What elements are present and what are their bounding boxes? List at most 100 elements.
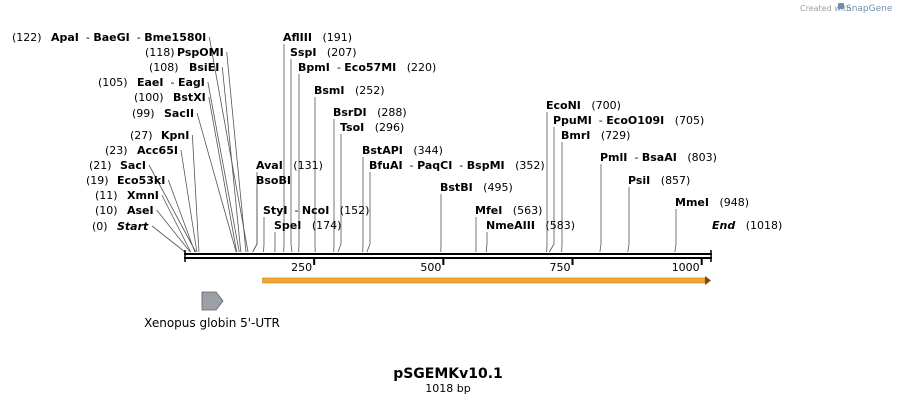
enzyme-name: End bbox=[712, 219, 735, 232]
site-names: SspI (207) bbox=[290, 46, 357, 59]
enzyme-name: BsiEI bbox=[189, 61, 219, 74]
site-connector bbox=[156, 209, 191, 253]
site-position: (729) bbox=[590, 129, 630, 142]
tick-label: 250 bbox=[291, 261, 312, 274]
site-names: BsmI (252) bbox=[314, 84, 385, 97]
site-names: KpnI bbox=[161, 129, 189, 142]
snapgene-logo-icon bbox=[838, 3, 844, 9]
site-names: BpmI - Eco57MI (220) bbox=[298, 61, 436, 74]
site-position: (118) bbox=[145, 46, 175, 59]
site-position: (10) bbox=[95, 204, 118, 217]
site-position: (105) bbox=[98, 76, 128, 89]
site-connector bbox=[337, 134, 342, 253]
site-names: BsiEI bbox=[189, 61, 219, 74]
enzyme-name: PsiI bbox=[628, 174, 650, 187]
site-position: (0) bbox=[92, 220, 108, 233]
enzyme-name: BsmI bbox=[314, 84, 345, 97]
site-spei: SpeI (174) bbox=[274, 219, 341, 232]
site-names: End (1018) bbox=[712, 219, 782, 232]
site-position: (352) bbox=[505, 159, 545, 172]
enzyme-name: BpmI bbox=[298, 61, 330, 74]
enzyme-name: MmeI bbox=[675, 196, 709, 209]
site-names: Acc65I bbox=[137, 144, 178, 157]
site-names: BsrDI (288) bbox=[333, 106, 407, 119]
site-names: EcoNI (700) bbox=[546, 99, 621, 112]
site-position: (705) bbox=[664, 114, 704, 127]
site-connector bbox=[148, 164, 197, 253]
enzyme-name: Bme1580I bbox=[144, 31, 206, 44]
site-position: (11) bbox=[95, 189, 118, 202]
site-position: (100) bbox=[134, 91, 164, 104]
site-names: BstBI (495) bbox=[440, 181, 513, 194]
enzyme-name: NcoI bbox=[302, 204, 329, 217]
site-connector bbox=[191, 134, 200, 253]
axis-ticks: 250 500 750 1000 bbox=[184, 250, 712, 274]
site-connector bbox=[548, 127, 555, 253]
site-labels: (0) Start (10) AseI (11) XmnI (19) Eco53kI (21) S… bbox=[12, 31, 782, 233]
site-sacii: (99) SacII bbox=[132, 107, 194, 120]
enzyme-name: BspMI bbox=[467, 159, 505, 172]
snapgene-brand: SnapGene bbox=[846, 4, 893, 14]
tick-label: 750 bbox=[550, 261, 571, 274]
site-position: (948) bbox=[709, 196, 749, 209]
site-position: (19) bbox=[86, 174, 109, 187]
site-names: TsoI (296) bbox=[340, 121, 404, 134]
site-names: BstXI bbox=[173, 91, 206, 104]
site-position: (27) bbox=[130, 129, 153, 142]
enzyme-name: Acc65I bbox=[137, 144, 178, 157]
enzyme-name: SacI bbox=[120, 159, 146, 172]
site-bfuai: BfuAI - PaqCI - BspMI (352) bbox=[369, 159, 545, 172]
tick-label: 1000 bbox=[672, 261, 700, 274]
enzyme-name: BstXI bbox=[173, 91, 206, 104]
enzyme-name: SpeI bbox=[274, 219, 301, 232]
site-bsrdi: BsrDI (288) bbox=[333, 106, 407, 119]
site-nmeaiii: NmeAIII (583) bbox=[486, 219, 575, 232]
site-connector bbox=[151, 225, 186, 253]
site-names: BsoBI bbox=[256, 174, 291, 187]
site-names: PmlI - BsaAI (803) bbox=[600, 151, 717, 164]
enzyme-name: AseI bbox=[127, 204, 154, 217]
site-names: PpuMI - EcoO109I (705) bbox=[553, 114, 704, 127]
site-names: XmnI bbox=[127, 189, 159, 202]
feature-xenopus-globin-utr: Xenopus globin 5'-UTR bbox=[144, 291, 280, 330]
site-bsobi: BsoBI bbox=[256, 174, 291, 187]
site-position: (108) bbox=[149, 61, 179, 74]
site-connector bbox=[207, 81, 240, 253]
enzyme-name: BsaAI bbox=[642, 151, 677, 164]
site-position: (99) bbox=[132, 107, 155, 120]
site-connector bbox=[485, 232, 488, 253]
enzyme-name: EaeI bbox=[137, 76, 164, 89]
enzyme-name: PmlI bbox=[600, 151, 627, 164]
site-position: (803) bbox=[677, 151, 717, 164]
enzyme-name: BsoBI bbox=[256, 174, 291, 187]
site-names: SacI bbox=[120, 159, 146, 172]
plasmid-length: 1018 bp bbox=[425, 382, 470, 395]
site-bsmi: BsmI (252) bbox=[314, 84, 385, 97]
enzyme-name: KpnI bbox=[161, 129, 189, 142]
site-bstbi: BstBI (495) bbox=[440, 181, 513, 194]
site-position: (583) bbox=[535, 219, 575, 232]
enzyme-name: AvaI bbox=[256, 159, 283, 172]
site-names: EaeI - EagI bbox=[137, 76, 205, 89]
enzyme-name: Start bbox=[117, 220, 149, 233]
site-names: SacII bbox=[164, 107, 194, 120]
feature-arrow-icon bbox=[201, 291, 224, 311]
site-econi: EcoNI (700) bbox=[546, 99, 621, 112]
site-styi: StyI - NcoI (152) bbox=[263, 204, 369, 217]
site-bstapi: BstAPI (344) bbox=[362, 144, 443, 157]
site-mfei: MfeI (563) bbox=[475, 204, 542, 217]
site-position: (174) bbox=[301, 219, 341, 232]
site-position: (23) bbox=[105, 144, 128, 157]
site-start: (0) Start bbox=[92, 220, 149, 233]
site-position: (296) bbox=[364, 121, 404, 134]
site-position: (21) bbox=[89, 159, 112, 172]
site-xmni: (11) XmnI bbox=[95, 189, 159, 202]
enzyme-name: BstBI bbox=[440, 181, 473, 194]
site-acc65i: (23) Acc65I bbox=[105, 144, 178, 157]
site-bstxi: (100) BstXI bbox=[134, 91, 206, 104]
site-names: MfeI (563) bbox=[475, 204, 542, 217]
site-connector bbox=[208, 36, 249, 253]
site-sspi: SspI (207) bbox=[290, 46, 357, 59]
enzyme-name: EagI bbox=[178, 76, 205, 89]
